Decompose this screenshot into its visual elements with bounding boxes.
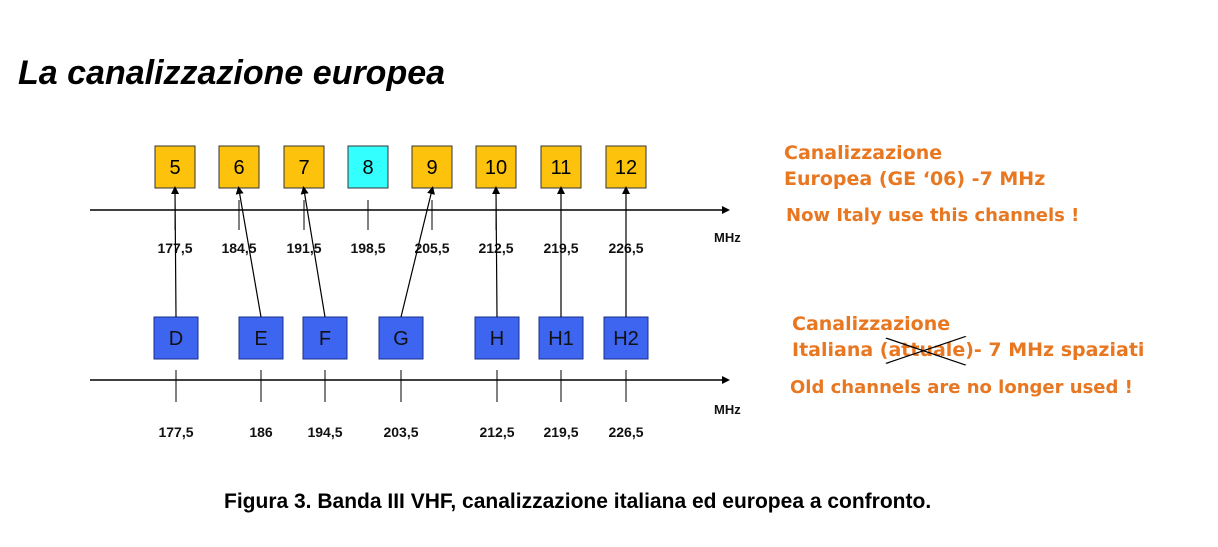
channel-mapping-arrows — [171, 186, 630, 318]
mapping-arrow-G-to-9 — [400, 186, 435, 318]
italian-heading-line2: Italiana (attuale)- 7 MHz spaziati — [792, 335, 1145, 366]
mapping-arrow-F-to-7 — [300, 186, 326, 318]
italian-frequency-label: 226,5 — [608, 424, 643, 440]
page-title: La canalizzazione europea — [18, 54, 446, 92]
european-channel-label-9: 9 — [426, 157, 437, 179]
mapping-arrow-E-to-6 — [235, 186, 262, 318]
european-channel-box-11 — [540, 145, 582, 189]
italian-channel-label-G: G — [393, 328, 409, 350]
italian-channel-box-H2 — [603, 316, 649, 360]
european-channel-label-6: 6 — [233, 157, 244, 179]
european-channel-label-8: 8 — [362, 157, 373, 179]
italian-channel-box-G — [378, 316, 424, 360]
european-frequency-label: 184,5 — [221, 240, 256, 256]
european-channel-box-5 — [154, 145, 196, 189]
european-note: Now Italy use this channels ! — [786, 205, 1080, 226]
italian-axis-unit: MHz — [714, 402, 741, 417]
european-channel-row: MHz56789101112177,5184,5191,5198,5205,52… — [90, 145, 741, 256]
italian-frequency-label: 177,5 — [158, 424, 193, 440]
european-channel-box-12 — [605, 145, 647, 189]
european-channel-label-11: 11 — [551, 157, 572, 179]
italian-frequency-label: 186 — [249, 424, 273, 440]
european-frequency-label: 198,5 — [350, 240, 385, 256]
european-channel-label-5: 5 — [169, 157, 180, 179]
italian-note: Old channels are no longer used ! — [790, 377, 1133, 398]
european-heading-line2: Europea (GE ‘06) -7 MHz — [784, 168, 1046, 190]
european-channel-box-10 — [475, 145, 517, 189]
european-channelization-heading: Canalizzazione Europea (GE ‘06) -7 MHz — [784, 140, 1045, 192]
european-channel-label-12: 12 — [615, 157, 637, 179]
european-frequency-label: 205,5 — [414, 240, 449, 256]
italian-channel-row: MHz D E F G H H1 H2 177,5 186 194,5 203,5 212,5 219,5… — [90, 316, 741, 440]
italian-channelization-heading: Canalizzazione Italiana (attuale)- 7 MHz… — [792, 311, 1145, 366]
italian-heading-line1: Canalizzazione — [792, 313, 951, 335]
italian-channel-label-D: D — [169, 328, 183, 350]
european-channel-box-7 — [283, 145, 325, 189]
italian-frequency-label: 194,5 — [307, 424, 342, 440]
european-axis-unit: MHz — [714, 230, 741, 245]
italian-channel-box-D — [153, 316, 199, 360]
italian-channel-label-H2: H2 — [613, 328, 639, 350]
figure-caption: Figura 3. Banda III VHF, canalizzazione … — [224, 490, 932, 513]
italian-channel-label-F: F — [319, 328, 331, 350]
european-channel-box-9 — [411, 145, 453, 189]
italian-channel-box-H1 — [538, 316, 584, 360]
struck-word: attuale — [885, 335, 968, 366]
european-channel-label-10: 10 — [485, 157, 507, 179]
strike-cross-icon — [885, 335, 968, 366]
italian-frequency-label: 203,5 — [383, 424, 418, 440]
european-channel-box-8 — [347, 145, 389, 189]
italian-frequency-label: 219,5 — [543, 424, 578, 440]
italian-channel-label-H1: H1 — [548, 328, 574, 350]
italian-channel-label-E: E — [254, 328, 267, 350]
italian-heading-pre: Italiana ( — [792, 339, 889, 361]
italian-heading-post: )- 7 MHz spaziati — [965, 339, 1145, 361]
italian-channel-box-H — [474, 316, 520, 360]
european-frequency-label: 191,5 — [286, 240, 321, 256]
italian-frequency-label: 212,5 — [479, 424, 514, 440]
mapping-arrow-H-to-10 — [492, 186, 501, 318]
mapping-arrow-D-to-5 — [171, 186, 180, 318]
european-channel-label-7: 7 — [298, 157, 309, 179]
european-heading-line1: Canalizzazione — [784, 142, 943, 164]
italian-channel-box-F — [302, 316, 348, 360]
italian-channel-label-H: H — [490, 328, 504, 350]
